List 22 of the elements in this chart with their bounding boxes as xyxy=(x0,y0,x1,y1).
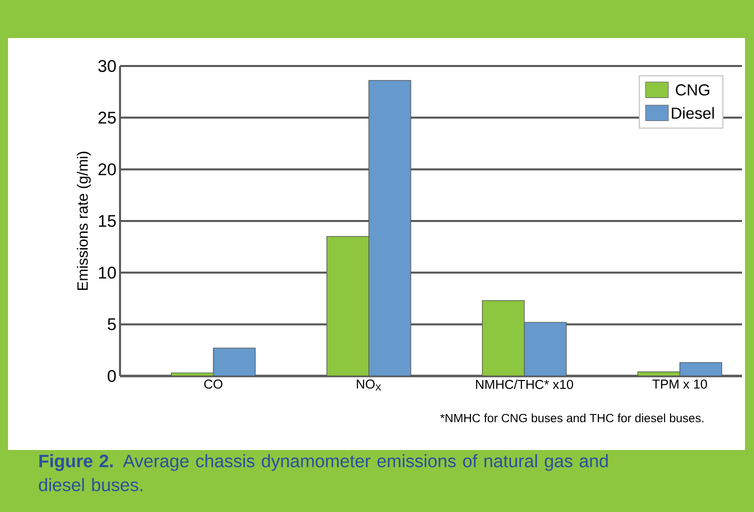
y-tick-label: 10 xyxy=(98,266,116,279)
x-tick-label: NMHC/THC* x10 xyxy=(476,380,574,390)
bar xyxy=(213,348,256,376)
legend-label: Diesel xyxy=(672,107,714,119)
bar xyxy=(482,300,525,376)
y-tick-label: 30 xyxy=(98,60,116,72)
bar xyxy=(680,362,722,376)
y-tick-label: 20 xyxy=(98,163,116,176)
y-tick-label: 15 xyxy=(98,215,116,227)
y-tick-label: 25 xyxy=(98,112,116,124)
x-tick-label: NO$_{X}$ xyxy=(356,380,382,391)
x-tick-label: TPM x 10 xyxy=(652,380,708,389)
text: Figure 2. Average chassis dynamometer emissions of natural gas and diesel buses. xyxy=(38,454,608,492)
y-axis-title: Emissions rate (g/mi) xyxy=(76,152,91,290)
text: *NMHC for CNG buses and THC for diesel buses. xyxy=(440,414,704,422)
legend-label: CNG xyxy=(676,84,710,96)
y-tick-label: 5 xyxy=(108,318,116,330)
bar xyxy=(326,236,370,376)
bar xyxy=(524,322,567,376)
y-tick-label: 0 xyxy=(108,370,116,382)
x-tick-label: CO xyxy=(204,380,222,389)
bar xyxy=(368,80,412,376)
